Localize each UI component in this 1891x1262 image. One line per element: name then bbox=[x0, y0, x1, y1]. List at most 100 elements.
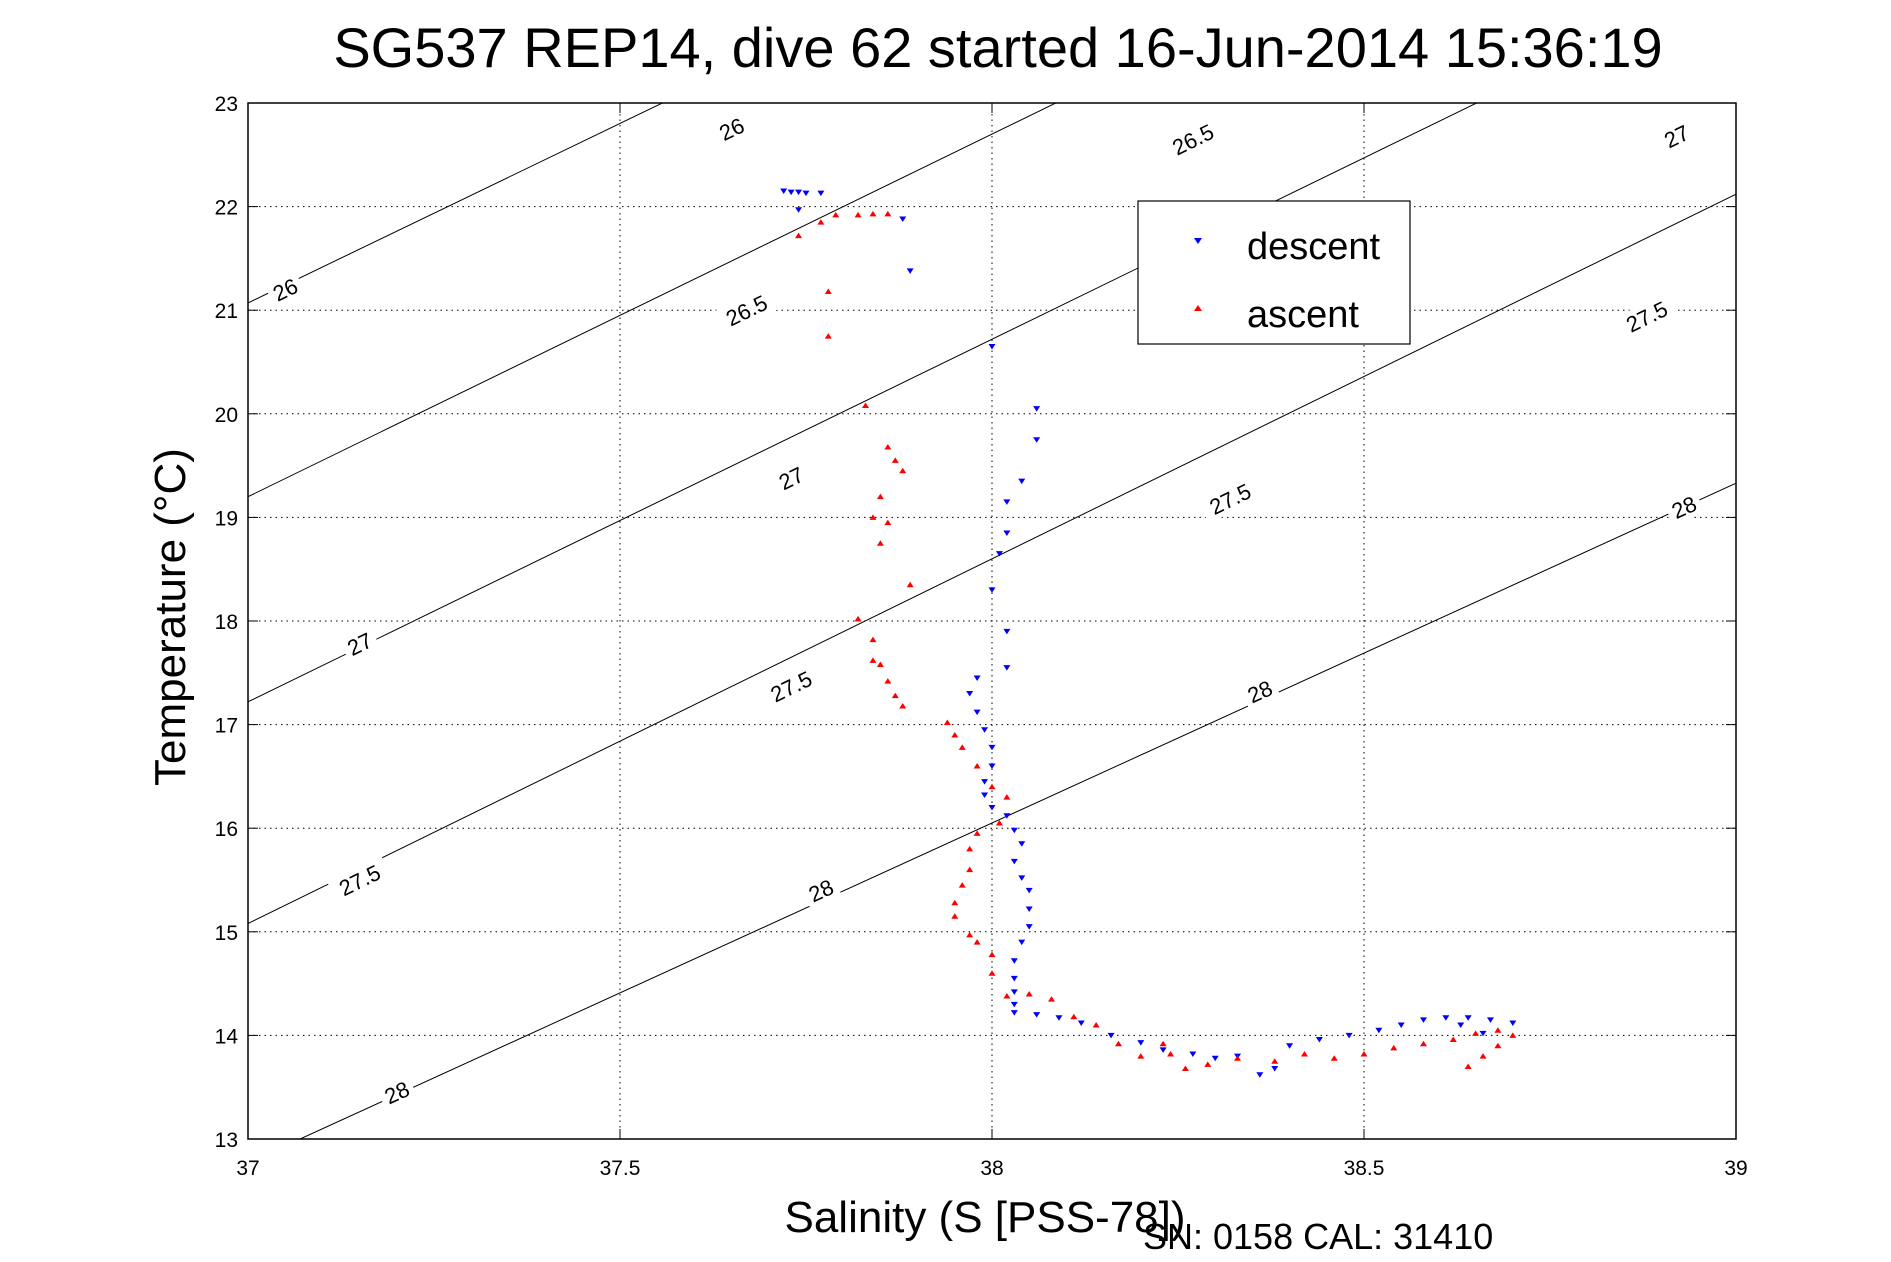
legend-descent-marker bbox=[1194, 238, 1202, 244]
ascent-point bbox=[1300, 1051, 1308, 1057]
ascent-point bbox=[1390, 1044, 1398, 1051]
ascent-point bbox=[1114, 1040, 1122, 1047]
descent-point bbox=[1003, 628, 1011, 635]
isopycnal-label-gap bbox=[1655, 117, 1698, 156]
descent-point bbox=[1003, 499, 1011, 505]
descent-point bbox=[1189, 1051, 1197, 1058]
descent-point bbox=[1010, 1001, 1018, 1008]
y-tick-label: 16 bbox=[215, 818, 238, 841]
descent-point bbox=[795, 207, 803, 213]
descent-point bbox=[1137, 1040, 1145, 1046]
descent-point bbox=[1033, 406, 1041, 412]
x-tick-label: 38.5 bbox=[1344, 1157, 1385, 1180]
legend-ascent-marker bbox=[1194, 305, 1202, 311]
ascent-point bbox=[854, 211, 862, 218]
descent-point bbox=[1442, 1015, 1450, 1021]
descent-point bbox=[780, 188, 788, 195]
y-tick-label: 21 bbox=[215, 300, 238, 323]
ascent-point bbox=[973, 830, 981, 836]
isopycnal-line-26 bbox=[248, 103, 664, 304]
grid-lines bbox=[248, 103, 1736, 1139]
ascent-point bbox=[1092, 1022, 1100, 1028]
ascent-point bbox=[966, 845, 974, 852]
chart-title: SG537 REP14, dive 62 started 16-Jun-2014… bbox=[333, 16, 1662, 79]
ascent-point bbox=[884, 678, 892, 684]
descent-point bbox=[966, 691, 974, 697]
descent-point bbox=[981, 727, 989, 733]
descent-point bbox=[1003, 813, 1011, 819]
descent-point bbox=[899, 216, 907, 223]
descent-point bbox=[1018, 841, 1026, 847]
isopycnal-label-gap bbox=[710, 109, 753, 148]
descent-point bbox=[1003, 530, 1011, 536]
descent-point bbox=[1397, 1022, 1405, 1029]
descent-point bbox=[1055, 1015, 1063, 1021]
legend: descent ascent bbox=[1137, 200, 1411, 345]
isopycnal-label-gap bbox=[758, 661, 824, 712]
ascent-point bbox=[899, 467, 907, 474]
ascent-point bbox=[817, 219, 825, 225]
ascent-point bbox=[884, 443, 892, 450]
ascent-point bbox=[951, 913, 959, 919]
ascent-point bbox=[966, 931, 974, 938]
descent-point bbox=[1010, 827, 1018, 834]
ascent-point bbox=[1204, 1061, 1212, 1067]
isopycnal-line-28 bbox=[299, 482, 1736, 1139]
ascent-point bbox=[958, 882, 966, 888]
descent-point bbox=[1315, 1037, 1323, 1043]
descent-point bbox=[1033, 437, 1041, 443]
ascent-point bbox=[869, 210, 877, 217]
isopycnal-label-gap bbox=[326, 855, 393, 905]
ascent-point bbox=[1494, 1027, 1502, 1033]
isopycnal-label-gap bbox=[1197, 473, 1263, 524]
descent-point bbox=[1010, 958, 1018, 964]
ascent-point bbox=[1420, 1040, 1428, 1047]
descent-point bbox=[1509, 1020, 1517, 1026]
x-tick-label: 38 bbox=[980, 1157, 1003, 1180]
ascent-point bbox=[899, 702, 907, 709]
y-tick-label: 14 bbox=[215, 1025, 239, 1048]
descent-point bbox=[1010, 975, 1018, 982]
ascent-point bbox=[869, 636, 877, 643]
descent-point bbox=[1159, 1047, 1167, 1053]
isopycnal-label-gap bbox=[375, 1073, 418, 1112]
ascent-point bbox=[891, 457, 899, 463]
ascent-point bbox=[951, 731, 959, 738]
y-tick-label: 15 bbox=[215, 922, 238, 945]
ascent-point bbox=[876, 540, 884, 546]
ascent-point bbox=[884, 519, 892, 526]
descent-point bbox=[1018, 478, 1026, 485]
descent-point bbox=[1457, 1022, 1465, 1029]
descent-point bbox=[1025, 924, 1033, 930]
ascent-point bbox=[824, 333, 832, 339]
y-tick-label: 20 bbox=[215, 404, 238, 427]
ascent-point bbox=[1464, 1063, 1472, 1069]
y-tick-label: 22 bbox=[215, 197, 238, 220]
descent-point bbox=[973, 675, 981, 681]
descent-point bbox=[988, 804, 996, 811]
ascent-point bbox=[958, 744, 966, 750]
descent-point bbox=[981, 779, 989, 785]
ascent-point bbox=[869, 514, 877, 520]
ascent-point bbox=[1509, 1032, 1517, 1038]
ascent-point bbox=[988, 783, 996, 790]
ascent-point bbox=[1494, 1042, 1502, 1049]
descent-point bbox=[1077, 1020, 1085, 1026]
ascent-point bbox=[995, 820, 1003, 826]
descent-point bbox=[1464, 1015, 1472, 1021]
y-tick-label: 23 bbox=[215, 93, 238, 116]
x-tick-label: 39 bbox=[1724, 1157, 1747, 1180]
y-axis-label: Temperature (°C) bbox=[146, 448, 195, 786]
descent-point bbox=[802, 190, 810, 197]
ascent-point bbox=[1360, 1051, 1368, 1057]
descent-point bbox=[995, 551, 1003, 557]
descent-point bbox=[1286, 1043, 1294, 1049]
descent-point bbox=[1010, 989, 1018, 995]
descent-point bbox=[1486, 1017, 1494, 1023]
isopycnal-line-26.5 bbox=[248, 103, 1057, 498]
ascent-point bbox=[943, 719, 951, 726]
descent-point bbox=[817, 190, 825, 197]
ascent-point bbox=[862, 402, 870, 409]
y-axis-ticks: 13 14 15 16 17 18 19 20 21 22 23 bbox=[215, 93, 1736, 1152]
